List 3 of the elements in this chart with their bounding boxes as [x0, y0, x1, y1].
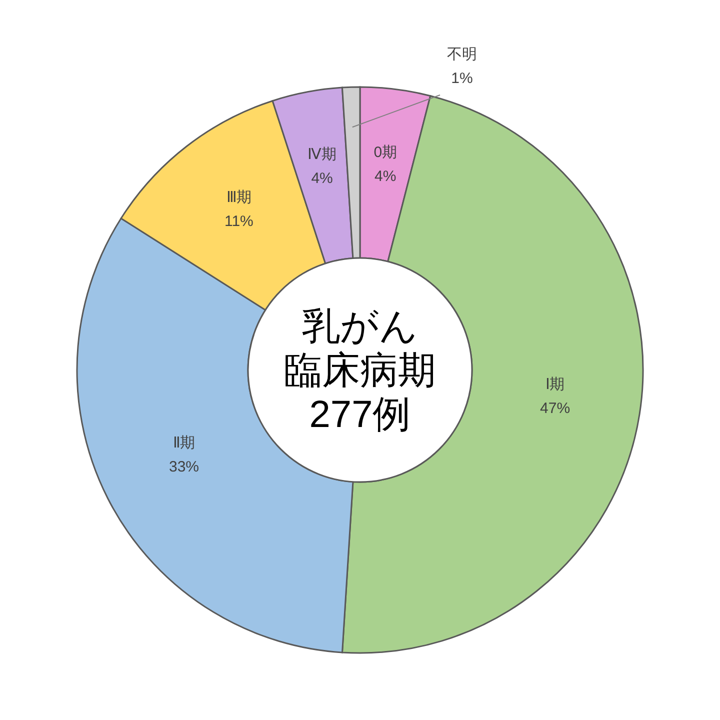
- slice-label: 不明: [447, 46, 477, 63]
- title: 乳がん 臨床病期 277例: [284, 306, 436, 436]
- data-label: 1%: [451, 70, 473, 87]
